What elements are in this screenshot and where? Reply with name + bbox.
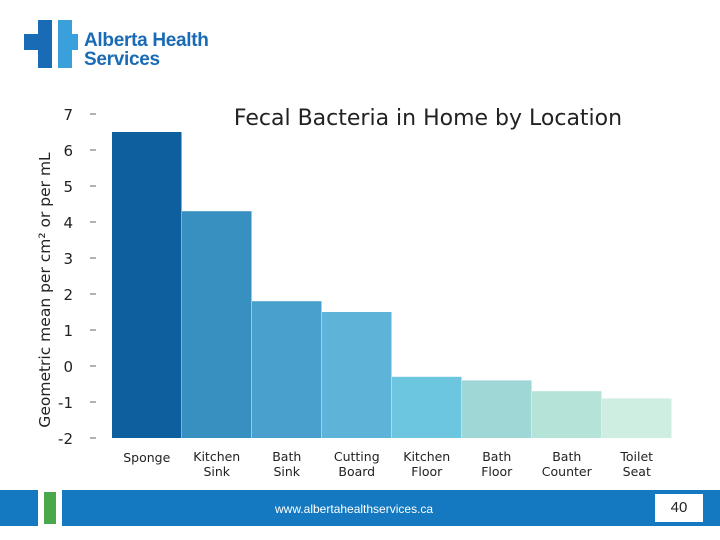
y-tick-label: -1 [58, 394, 73, 412]
bar [252, 301, 322, 438]
footer-bar: www.albertahealthservices.ca 40 [0, 490, 720, 526]
chart-title: Fecal Bacteria in Home by Location [234, 106, 622, 131]
bar-chart: Fecal Bacteria in Home by Location Geome… [36, 106, 672, 479]
logo-line-1: Alberta Health [84, 30, 209, 51]
x-tick-label: Bath [482, 449, 511, 464]
y-tick-label: 3 [63, 250, 73, 268]
logo-cross-vertical-dark [38, 20, 52, 68]
x-tick-label: Floor [481, 464, 513, 479]
logo-cross-top-light [58, 20, 72, 34]
bar [602, 398, 672, 438]
y-tick-label: 5 [63, 178, 73, 196]
alberta-health-services-logo [24, 20, 78, 68]
x-tick-label: Cutting [334, 449, 380, 464]
y-tick-label: 4 [63, 214, 73, 232]
logo-cross-left-dark [24, 34, 38, 50]
y-tick-label: 0 [63, 358, 73, 376]
x-axis-labels: Sponge KitchenSinkBathSinkCuttingBoardKit… [123, 449, 653, 479]
bar [462, 380, 532, 438]
y-tick-label: 6 [63, 142, 73, 160]
x-tick-label: Kitchen [193, 449, 240, 464]
logo-cross-right-light [58, 34, 78, 50]
x-tick-label: Board [338, 464, 375, 479]
y-tick-label: 1 [63, 322, 73, 340]
x-tick-label: Sponge [123, 450, 170, 465]
slide-page-number: 40 [655, 494, 703, 522]
bar [182, 211, 252, 438]
footer-url[interactable]: www.albertahealthservices.ca [275, 502, 434, 516]
y-tick-label: 2 [63, 286, 73, 304]
bar [112, 132, 182, 438]
logo-line-2: Services [84, 49, 160, 70]
bar [532, 391, 602, 438]
x-tick-label: Floor [411, 464, 443, 479]
x-tick-label: Sink [203, 464, 230, 479]
logo-text: Alberta Health Services [84, 31, 209, 69]
x-tick-label: Bath [552, 449, 581, 464]
x-tick-label: Toilet [619, 449, 653, 464]
y-tick-label: -2 [58, 430, 73, 448]
bar [322, 312, 392, 438]
x-tick-label: Seat [623, 464, 651, 479]
x-tick-label: Kitchen [403, 449, 450, 464]
bar [392, 376, 462, 438]
x-tick-label: Bath [272, 449, 301, 464]
x-tick-label: Sink [273, 464, 300, 479]
x-tick-label: Counter [542, 464, 593, 479]
y-axis-label: Geometric mean per cm² or per mL [36, 152, 54, 428]
logo-cross-bottom-light [58, 50, 72, 68]
bars-group [112, 132, 672, 438]
y-tick-label: 7 [63, 106, 73, 124]
footer-logo-mark [44, 492, 56, 524]
y-axis: 7 6 5 4 3 2 1 0 -1 -2 [58, 106, 96, 448]
